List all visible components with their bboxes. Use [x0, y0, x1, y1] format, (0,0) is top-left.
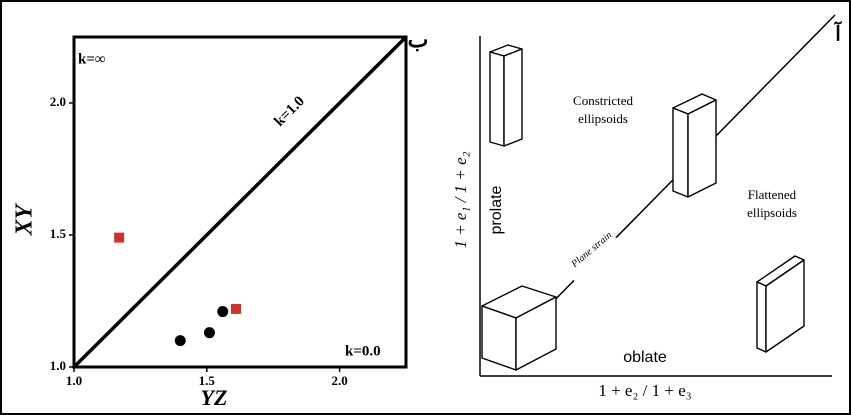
point	[114, 233, 124, 243]
panel-label: آ	[833, 21, 842, 46]
annotation: k=∞	[78, 51, 106, 67]
point	[175, 335, 186, 346]
k1-line	[74, 37, 406, 367]
outer-frame	[1, 1, 850, 414]
x-axis-label: YZ	[201, 385, 228, 410]
flattened-box	[757, 256, 804, 352]
x-tick-label: 1.5	[199, 373, 216, 388]
point	[217, 306, 228, 317]
x-axis-label: 1 + e₂ / 1 + e₃	[598, 381, 691, 400]
oblate-label: oblate	[623, 349, 667, 366]
y-axis-label: 1 + e₁ / 1 + e₂	[451, 151, 470, 248]
cube	[482, 286, 556, 370]
panel-label: ب	[408, 27, 429, 52]
point	[231, 304, 241, 314]
prolate-box	[490, 45, 522, 146]
flattened-label: ellipsoids	[747, 205, 797, 220]
constricted-label: Constricted	[573, 93, 633, 108]
annotation: k=0.0	[345, 343, 381, 359]
right-diagram: آ 1 + e₁ / 1 + e₂ 1 + e₂ / 1 + e₃ prolat…	[451, 15, 842, 400]
flattened-label: Flattened	[748, 187, 797, 202]
constricted-label: ellipsoids	[578, 111, 628, 126]
x-tick-label: 2.0	[331, 373, 347, 388]
x-tick-label: 1.0	[66, 373, 82, 388]
figure: ب XY YZ k=∞ k=1.0 k=0.0 آ 1 + e₁ / 1 + e…	[0, 0, 851, 415]
prolate-label: prolate	[488, 185, 505, 234]
y-tick-label: 1.0	[50, 358, 66, 373]
y-tick-label: 2.0	[50, 94, 66, 109]
point	[204, 327, 215, 338]
y-tick-label: 1.5	[50, 226, 67, 241]
y-axis-label: XY	[12, 202, 38, 236]
annotation: k=1.0	[271, 93, 308, 130]
constricted-box	[673, 94, 716, 197]
